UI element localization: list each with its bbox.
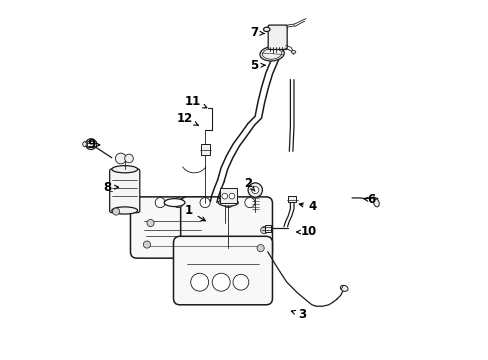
Circle shape [85, 139, 96, 149]
Bar [264, 225, 270, 231]
Ellipse shape [262, 48, 281, 59]
FancyBboxPatch shape [130, 197, 207, 258]
Ellipse shape [263, 27, 269, 32]
Text: 7: 7 [249, 27, 264, 40]
Circle shape [222, 193, 227, 199]
Text: 5: 5 [250, 59, 264, 72]
Circle shape [190, 273, 208, 291]
FancyBboxPatch shape [173, 236, 272, 305]
Circle shape [143, 241, 150, 248]
Ellipse shape [112, 207, 137, 214]
Text: 8: 8 [103, 181, 118, 194]
Circle shape [260, 226, 267, 234]
Text: 2: 2 [244, 177, 254, 191]
Circle shape [155, 198, 165, 208]
Circle shape [247, 183, 262, 197]
Bar [201, 144, 209, 155]
Text: 9: 9 [87, 138, 100, 151]
Circle shape [173, 198, 183, 208]
Circle shape [228, 193, 234, 199]
Ellipse shape [373, 199, 379, 207]
Circle shape [257, 244, 264, 252]
Text: 11: 11 [184, 95, 206, 108]
Circle shape [212, 273, 230, 291]
FancyBboxPatch shape [267, 25, 286, 49]
Text: 1: 1 [184, 204, 205, 221]
Text: 4: 4 [299, 201, 316, 213]
Text: 3: 3 [291, 308, 305, 321]
Circle shape [233, 274, 248, 290]
Circle shape [244, 198, 254, 208]
Circle shape [124, 154, 133, 163]
Text: 10: 10 [296, 225, 317, 238]
Ellipse shape [82, 141, 86, 147]
Bar [86, 141, 96, 147]
FancyBboxPatch shape [180, 197, 272, 258]
Ellipse shape [218, 199, 238, 206]
FancyBboxPatch shape [109, 169, 140, 213]
Bar [287, 197, 296, 202]
Bar [220, 188, 236, 203]
Ellipse shape [291, 50, 295, 53]
Text: 6: 6 [363, 193, 375, 206]
Circle shape [223, 198, 233, 208]
Circle shape [147, 220, 154, 226]
Circle shape [251, 186, 258, 194]
Ellipse shape [219, 194, 237, 202]
Circle shape [112, 208, 120, 215]
Ellipse shape [164, 199, 184, 207]
Ellipse shape [112, 166, 137, 173]
Text: 12: 12 [176, 112, 198, 125]
Circle shape [115, 153, 126, 164]
Ellipse shape [340, 285, 347, 291]
Ellipse shape [260, 46, 284, 61]
Circle shape [200, 198, 210, 208]
